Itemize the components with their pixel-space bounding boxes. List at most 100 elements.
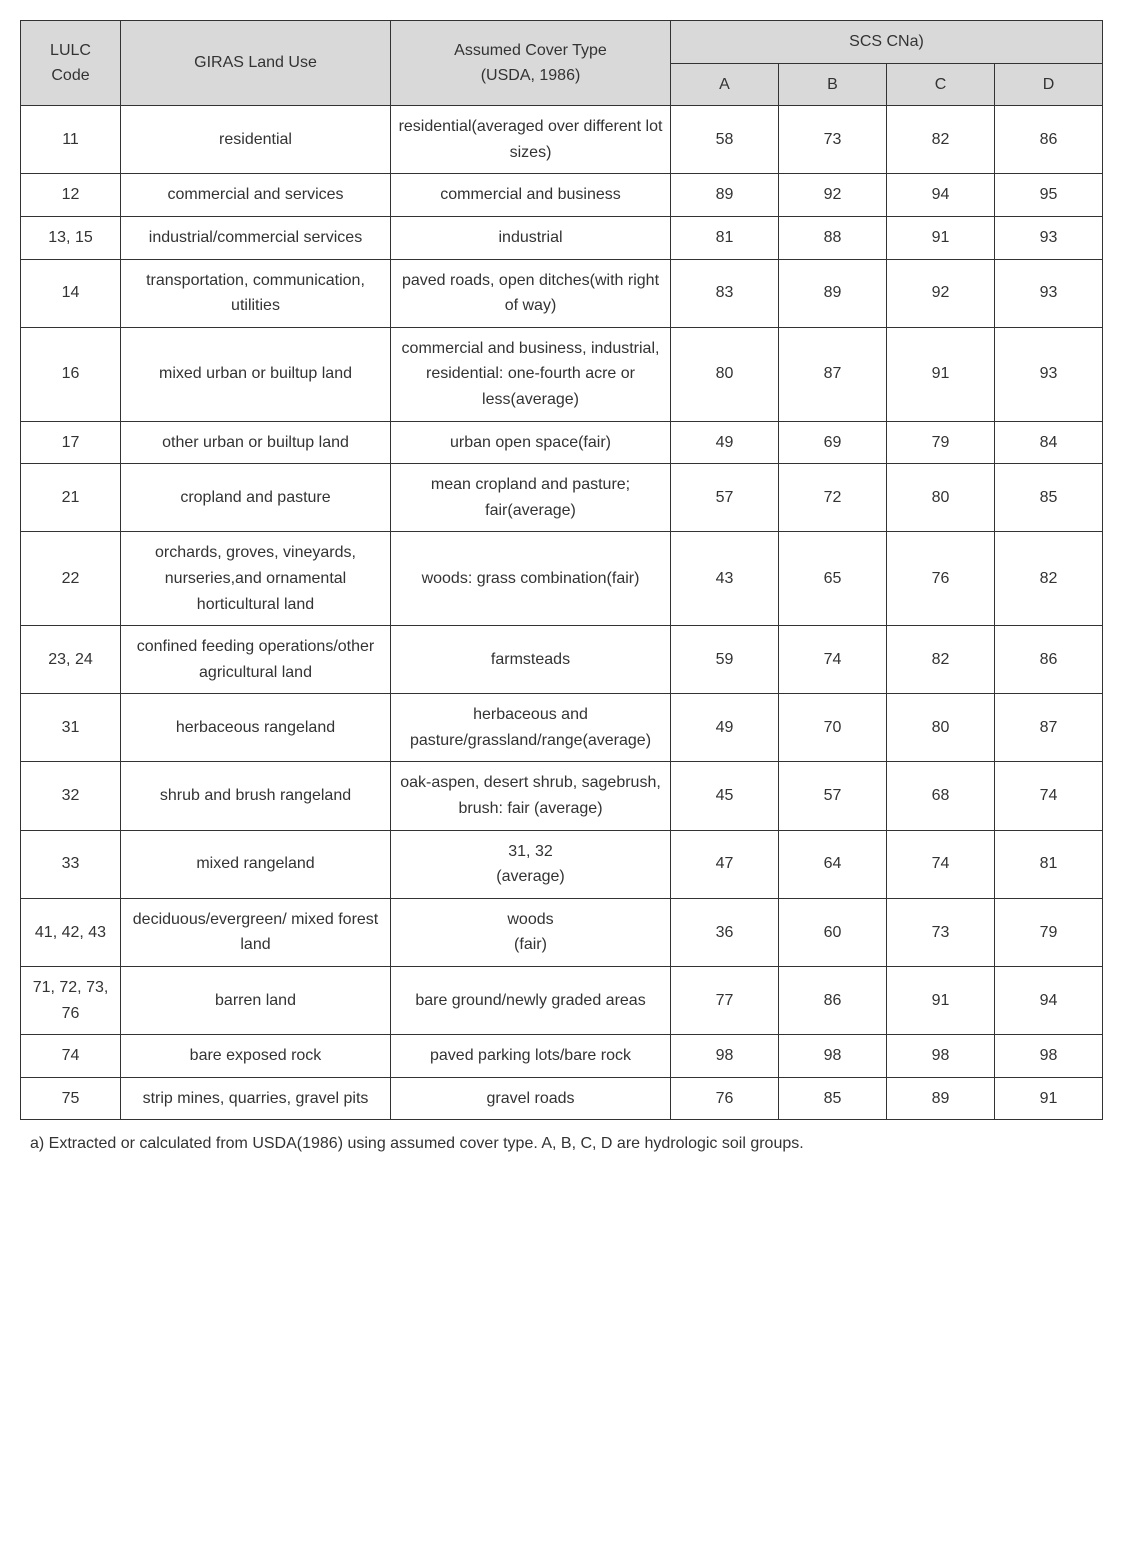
header-c: C <box>887 63 995 106</box>
cell-b: 86 <box>779 967 887 1035</box>
table-row: 11residentialresidential(averaged over d… <box>21 106 1103 174</box>
cell-c: 68 <box>887 762 995 830</box>
cell-giras: barren land <box>121 967 391 1035</box>
cell-b: 87 <box>779 327 887 421</box>
cell-c: 82 <box>887 626 995 694</box>
cell-d: 98 <box>995 1035 1103 1078</box>
cell-assumed: bare ground/newly graded areas <box>391 967 671 1035</box>
cell-c: 91 <box>887 967 995 1035</box>
cell-b: 73 <box>779 106 887 174</box>
cell-assumed: herbaceous and pasture/grassland/range(a… <box>391 694 671 762</box>
header-d: D <box>995 63 1103 106</box>
cell-giras: residential <box>121 106 391 174</box>
cell-code: 22 <box>21 532 121 626</box>
cell-a: 59 <box>671 626 779 694</box>
cell-d: 93 <box>995 216 1103 259</box>
cell-giras: orchards, groves, vineyards, nurseries,a… <box>121 532 391 626</box>
cell-assumed: 31, 32(average) <box>391 830 671 898</box>
cell-a: 45 <box>671 762 779 830</box>
cell-assumed: paved parking lots/bare rock <box>391 1035 671 1078</box>
cell-assumed: farmsteads <box>391 626 671 694</box>
table-header: LULC Code GIRAS Land Use Assumed Cover T… <box>21 21 1103 106</box>
cell-b: 70 <box>779 694 887 762</box>
cell-c: 94 <box>887 174 995 217</box>
cell-code: 13, 15 <box>21 216 121 259</box>
cell-assumed: commercial and business <box>391 174 671 217</box>
cell-code: 41, 42, 43 <box>21 898 121 966</box>
cell-a: 36 <box>671 898 779 966</box>
table-row: 74bare exposed rockpaved parking lots/ba… <box>21 1035 1103 1078</box>
cell-code: 33 <box>21 830 121 898</box>
table-row: 31herbaceous rangelandherbaceous and pas… <box>21 694 1103 762</box>
header-a: A <box>671 63 779 106</box>
cell-d: 85 <box>995 464 1103 532</box>
cell-d: 91 <box>995 1077 1103 1120</box>
cell-b: 60 <box>779 898 887 966</box>
cell-code: 31 <box>21 694 121 762</box>
header-assumed-l2: (USDA, 1986) <box>481 67 581 84</box>
cell-giras: deciduous/evergreen/ mixed forest land <box>121 898 391 966</box>
cell-b: 64 <box>779 830 887 898</box>
cell-code: 17 <box>21 421 121 464</box>
cell-b: 92 <box>779 174 887 217</box>
cell-giras: other urban or builtup land <box>121 421 391 464</box>
cell-d: 86 <box>995 106 1103 174</box>
cell-c: 92 <box>887 259 995 327</box>
cell-giras: mixed urban or builtup land <box>121 327 391 421</box>
cell-a: 81 <box>671 216 779 259</box>
cell-code: 74 <box>21 1035 121 1078</box>
cell-assumed: urban open space(fair) <box>391 421 671 464</box>
cell-assumed: woods(fair) <box>391 898 671 966</box>
cell-a: 49 <box>671 421 779 464</box>
cell-code: 23, 24 <box>21 626 121 694</box>
cell-b: 88 <box>779 216 887 259</box>
table-body: 11residentialresidential(averaged over d… <box>21 106 1103 1120</box>
cell-code: 32 <box>21 762 121 830</box>
scs-cn-table: LULC Code GIRAS Land Use Assumed Cover T… <box>20 20 1103 1120</box>
cell-giras: commercial and services <box>121 174 391 217</box>
cell-a: 57 <box>671 464 779 532</box>
table-row: 17other urban or builtup landurban open … <box>21 421 1103 464</box>
cell-c: 73 <box>887 898 995 966</box>
cell-a: 76 <box>671 1077 779 1120</box>
table-row: 14transportation, communication, utiliti… <box>21 259 1103 327</box>
cell-d: 82 <box>995 532 1103 626</box>
table-row: 13, 15industrial/commercial servicesindu… <box>21 216 1103 259</box>
cell-a: 58 <box>671 106 779 174</box>
header-lulc-code: LULC Code <box>21 21 121 106</box>
cell-code: 11 <box>21 106 121 174</box>
cell-c: 91 <box>887 216 995 259</box>
cell-d: 87 <box>995 694 1103 762</box>
cell-assumed: residential(averaged over different lot … <box>391 106 671 174</box>
cell-giras: bare exposed rock <box>121 1035 391 1078</box>
header-assumed: Assumed Cover Type (USDA, 1986) <box>391 21 671 106</box>
cell-d: 94 <box>995 967 1103 1035</box>
table-row: 16mixed urban or builtup landcommercial … <box>21 327 1103 421</box>
table-row: 12commercial and servicescommercial and … <box>21 174 1103 217</box>
header-b: B <box>779 63 887 106</box>
header-lulc: LULC <box>50 42 91 59</box>
cell-d: 79 <box>995 898 1103 966</box>
cell-giras: shrub and brush rangeland <box>121 762 391 830</box>
cell-b: 57 <box>779 762 887 830</box>
cell-d: 86 <box>995 626 1103 694</box>
cell-c: 79 <box>887 421 995 464</box>
cell-assumed: industrial <box>391 216 671 259</box>
cell-a: 77 <box>671 967 779 1035</box>
cell-c: 91 <box>887 327 995 421</box>
header-giras: GIRAS Land Use <box>121 21 391 106</box>
cell-a: 80 <box>671 327 779 421</box>
cell-d: 95 <box>995 174 1103 217</box>
table-row: 75strip mines, quarries, gravel pitsgrav… <box>21 1077 1103 1120</box>
cell-a: 43 <box>671 532 779 626</box>
cell-c: 82 <box>887 106 995 174</box>
cell-code: 16 <box>21 327 121 421</box>
table-row: 71, 72, 73, 76barren landbare ground/new… <box>21 967 1103 1035</box>
cell-a: 47 <box>671 830 779 898</box>
cell-a: 83 <box>671 259 779 327</box>
cell-giras: strip mines, quarries, gravel pits <box>121 1077 391 1120</box>
table-row: 41, 42, 43deciduous/evergreen/ mixed for… <box>21 898 1103 966</box>
cell-b: 98 <box>779 1035 887 1078</box>
cell-giras: transportation, communication, utilities <box>121 259 391 327</box>
table-row: 21cropland and pasturemean cropland and … <box>21 464 1103 532</box>
